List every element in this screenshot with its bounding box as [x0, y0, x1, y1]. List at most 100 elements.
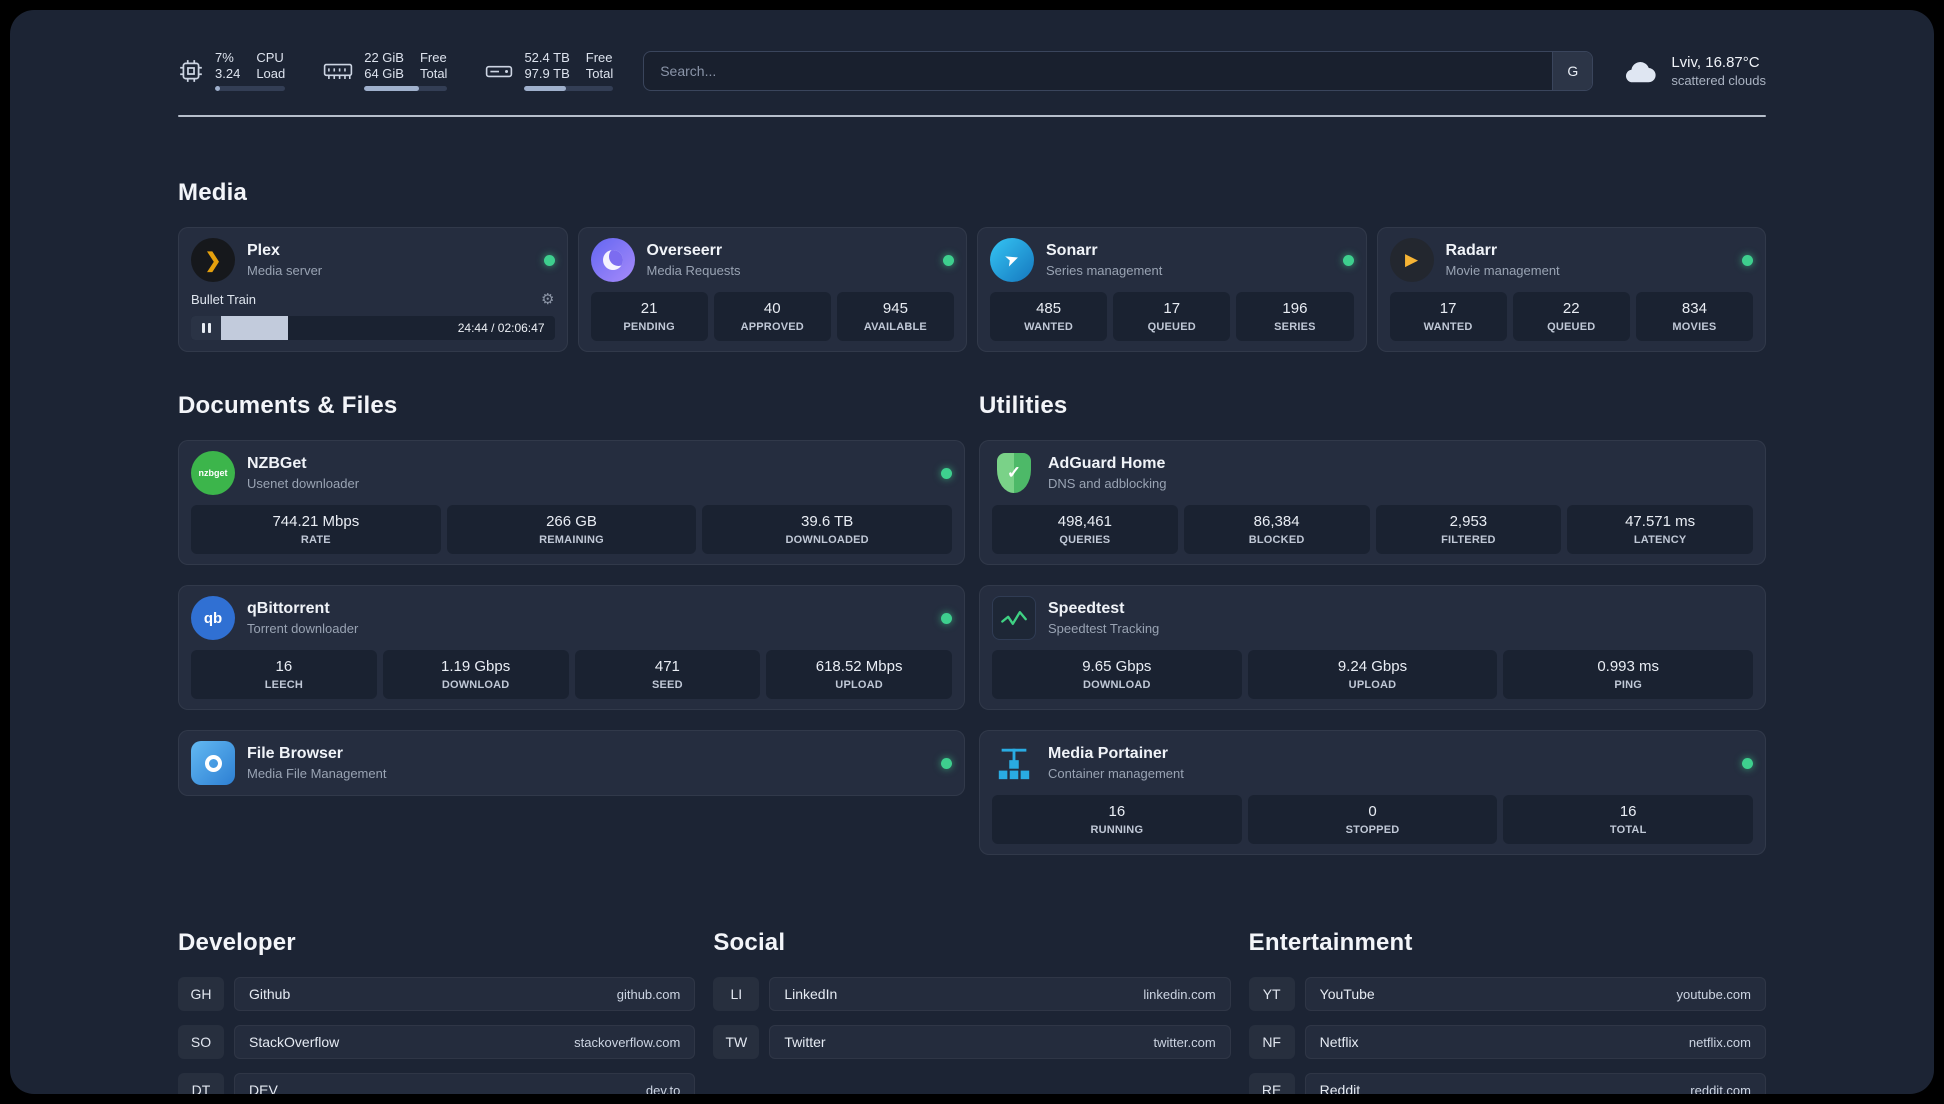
bookmark-row: NF Netflix netflix.com: [1248, 1025, 1766, 1059]
status-dot: [1342, 254, 1354, 266]
bookmark-row: LI LinkedIn linkedin.com: [713, 977, 1231, 1011]
bookmark-link-reddit[interactable]: Reddit reddit.com: [1304, 1073, 1766, 1094]
stat-available: 945 AVAILABLE: [836, 292, 955, 341]
portainer-icon: [992, 741, 1036, 785]
section-title-entertainment: Entertainment: [1248, 929, 1413, 956]
disk-free: 52.4 TB: [524, 50, 570, 65]
stat-wanted: 485 WANTED: [990, 292, 1108, 341]
stat-total: 16 TOTAL: [1503, 795, 1754, 844]
search-engine-button[interactable]: G: [1552, 51, 1593, 90]
speedtest-card[interactable]: Speedtest Speedtest Tracking 9.65 Gbps D…: [979, 585, 1766, 710]
app-subtitle: Media File Management: [247, 766, 387, 781]
bookmark-link-netflix[interactable]: Netflix netflix.com: [1304, 1025, 1766, 1059]
qbittorrent-card[interactable]: qb qBittorrent Torrent downloader 16 LEE…: [178, 585, 965, 710]
section-title-social: Social: [713, 929, 786, 956]
disk-label-2: Total: [585, 66, 614, 81]
stat-series: 196 SERIES: [1236, 292, 1354, 341]
nzbget-card[interactable]: nzbget NZBGet Usenet downloader 744.21 M…: [178, 440, 965, 565]
stat-pending: 21 PENDING: [590, 292, 708, 341]
cpu-label-1: CPU: [256, 50, 284, 65]
stat-rate: 744.21 Mbps RATE: [191, 505, 441, 554]
section-title-documents: Documents & Files: [178, 392, 398, 419]
weather-condition: scattered clouds: [1671, 72, 1766, 88]
stat-download: 9.65 Gbps DOWNLOAD: [992, 650, 1242, 699]
bookmark-link-linkedin[interactable]: LinkedIn linkedin.com: [769, 977, 1231, 1011]
bookmark-abbr: LI: [713, 977, 760, 1011]
stat-queries: 498,461 QUERIES: [992, 505, 1178, 554]
bookmark-link-youtube[interactable]: YouTube youtube.com: [1304, 977, 1766, 1011]
header-divider: [178, 115, 1766, 117]
app-name: AdGuard Home: [1048, 455, 1166, 472]
memory-free: 22 GiB: [364, 50, 404, 65]
bookmark-row: GH Github github.com: [178, 977, 696, 1011]
stat-approved: 40 APPROVED: [713, 292, 831, 341]
app-subtitle: Series management: [1046, 263, 1163, 278]
sonarr-icon: ➤: [990, 238, 1034, 282]
qbittorrent-icon: qb: [191, 596, 235, 640]
stat-ping: 0.993 ms PING: [1503, 650, 1754, 699]
adguard-icon: ✓: [992, 451, 1036, 495]
app-subtitle: Media server: [247, 263, 323, 278]
stat-latency: 47.571 ms LATENCY: [1567, 505, 1753, 554]
disk-total: 97.9 TB: [524, 66, 570, 81]
filebrowser-card[interactable]: File Browser Media File Management: [178, 730, 965, 796]
overseerr-card[interactable]: Overseerr Media Requests 21 PENDING 40 A…: [577, 227, 967, 352]
portainer-card[interactable]: Media Portainer Container management 16 …: [979, 730, 1766, 855]
search-bar: G: [643, 50, 1594, 91]
section-title-media: Media: [178, 179, 248, 206]
stat-wanted: 17 WANTED: [1389, 292, 1507, 341]
app-name: Speedtest: [1048, 600, 1125, 617]
bookmark-link-github[interactable]: Github github.com: [234, 977, 696, 1011]
disk-stat: 52.4 TB Free 97.9 TB Total: [485, 50, 614, 91]
player-track-bar[interactable]: 24:44 / 02:06:47: [221, 316, 555, 340]
stat-stopped: 0 STOPPED: [1247, 795, 1498, 844]
memory-icon: [324, 63, 353, 79]
section-developer: Developer GH Github github.com SO StackO…: [178, 929, 696, 1094]
app-name: qBittorrent: [247, 600, 330, 617]
sonarr-card[interactable]: ➤ Sonarr Series management 485 WANTED: [977, 227, 1367, 352]
stat-blocked: 86,384 BLOCKED: [1183, 505, 1370, 554]
bookmark-link-stackoverflow[interactable]: StackOverflow stackoverflow.com: [234, 1025, 696, 1059]
status-dot: [543, 254, 555, 266]
bookmark-row: YT YouTube youtube.com: [1248, 977, 1766, 1011]
section-social: Social LI LinkedIn linkedin.com TW Twitt…: [713, 929, 1231, 1094]
stat-upload: 618.52 Mbps UPLOAD: [766, 650, 952, 699]
plex-card[interactable]: ❯ Plex Media server Bullet Train ⚙: [178, 227, 568, 352]
disk-progress-bar: [524, 86, 614, 91]
bookmark-abbr: SO: [178, 1025, 224, 1059]
adguard-card[interactable]: ✓ AdGuard Home DNS and adblocking 498,46…: [979, 440, 1766, 565]
app-name: File Browser: [247, 745, 344, 762]
bookmark-row: SO StackOverflow stackoverflow.com: [178, 1025, 696, 1059]
app-name: Radarr: [1445, 242, 1498, 259]
cloud-icon: [1626, 61, 1656, 82]
section-entertainment: Entertainment YT YouTube youtube.com NF …: [1248, 929, 1766, 1094]
status-dot: [1742, 757, 1753, 769]
stat-download: 1.19 Gbps DOWNLOAD: [382, 650, 569, 699]
cpu-stat: 7% CPU 3.24 Load: [178, 50, 286, 91]
gear-icon[interactable]: ⚙: [541, 291, 555, 308]
stat-queued: 17 QUEUED: [1113, 292, 1231, 341]
search-input[interactable]: [644, 62, 1553, 79]
disk-label-1: Free: [585, 50, 613, 65]
app-subtitle: Media Requests: [646, 263, 741, 278]
filebrowser-icon: [191, 741, 235, 785]
bookmark-link-twitter[interactable]: Twitter twitter.com: [769, 1025, 1231, 1059]
cpu-label-2: Load: [256, 66, 286, 81]
stat-queued: 22 QUEUED: [1512, 292, 1630, 341]
radarr-card[interactable]: ▶ Radarr Movie management 17 WANTED: [1376, 227, 1766, 352]
top-bar: 7% CPU 3.24 Load: [178, 50, 1766, 91]
stat-movies: 834 MOVIES: [1635, 292, 1754, 341]
memory-label-1: Free: [419, 50, 447, 65]
memory-stat: 22 GiB Free 64 GiB Total: [323, 50, 448, 91]
bookmark-link-dev[interactable]: DEV dev.to: [234, 1073, 696, 1094]
app-name: Sonarr: [1046, 242, 1098, 259]
bookmark-abbr: NF: [1248, 1025, 1295, 1059]
status-dot: [941, 467, 952, 479]
now-playing-title: Bullet Train: [191, 291, 257, 307]
stat-upload: 9.24 Gbps UPLOAD: [1247, 650, 1498, 699]
stat-running: 16 RUNNING: [992, 795, 1242, 844]
system-stats: 7% CPU 3.24 Load: [178, 50, 614, 91]
weather-widget[interactable]: Lviv, 16.87°C scattered clouds: [1623, 54, 1766, 88]
pause-button[interactable]: [191, 316, 221, 340]
status-dot: [941, 757, 952, 769]
